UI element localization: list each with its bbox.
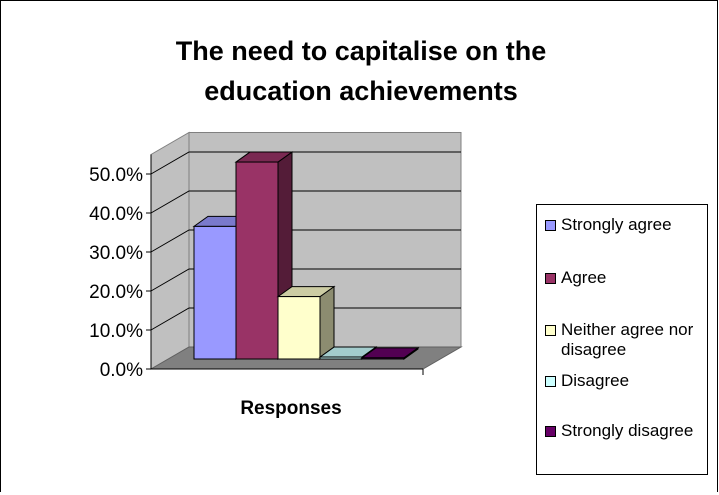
legend-label: Strongly disagree <box>561 421 694 440</box>
bar-agree <box>234 151 294 360</box>
legend-label: Strongly agree <box>561 215 672 234</box>
legend-swatch <box>545 273 556 284</box>
y-tick-label: 30.0% <box>89 243 143 264</box>
bar-front <box>361 357 405 360</box>
gridline <box>150 190 461 214</box>
legend-label: Disagree <box>561 371 630 390</box>
side-wall <box>150 131 190 370</box>
bar-front <box>277 296 321 360</box>
bar-front <box>235 161 279 360</box>
gridline <box>150 307 461 331</box>
legend-swatch <box>545 220 556 231</box>
gridline <box>150 268 461 292</box>
legend-label: Agree <box>561 268 607 287</box>
bar-neither-agree-nor-disagree <box>276 285 336 360</box>
bar-front <box>319 356 363 360</box>
gridline <box>150 151 461 175</box>
bar-front <box>193 225 237 360</box>
legend-swatch <box>545 376 556 387</box>
legend-swatch <box>545 325 556 336</box>
legend-label: Neither agree nor disagree <box>561 320 694 359</box>
legend: Strongly agree Agree Neither agree nor dis… <box>536 204 708 475</box>
y-tick-label: 0.0% <box>100 360 143 381</box>
gridline <box>150 229 461 253</box>
x-axis-label: Responses <box>240 398 342 419</box>
bar-strongly-disagree <box>360 346 420 360</box>
legend-swatch <box>545 426 556 437</box>
y-tick-label: 40.0% <box>89 204 143 225</box>
y-tick-label: 10.0% <box>89 321 143 342</box>
y-tick-label: 20.0% <box>89 282 143 303</box>
chart-title: The need to capitalise on the education … <box>175 36 547 106</box>
y-tick-label: 50.0% <box>89 165 143 186</box>
